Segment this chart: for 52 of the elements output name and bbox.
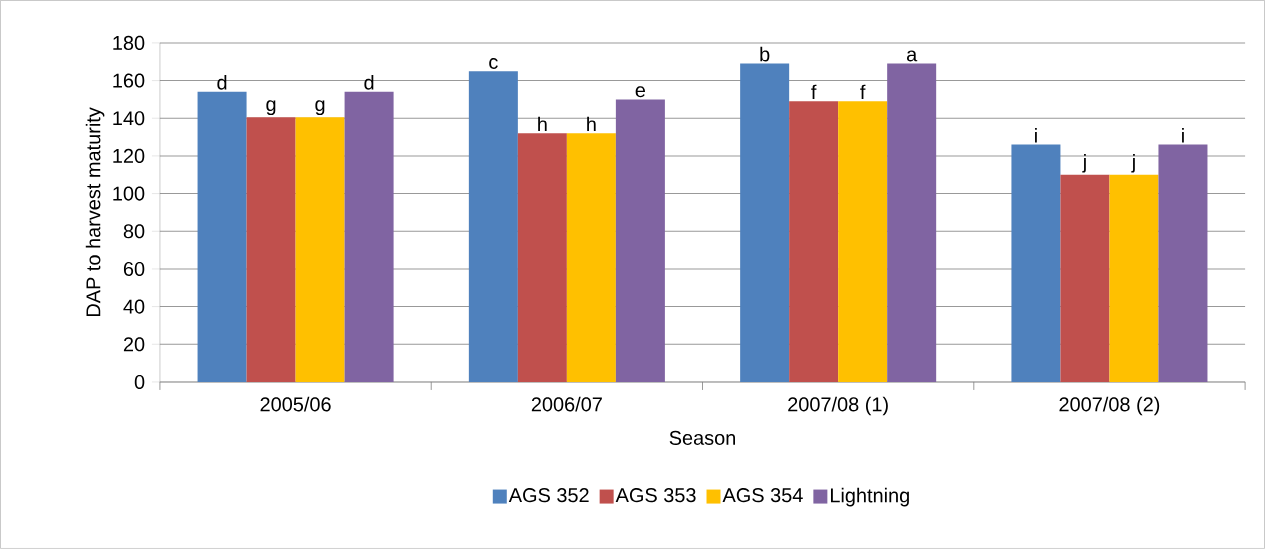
y-tick-label: 20 xyxy=(123,337,145,352)
y-tick-label: 140 xyxy=(113,111,145,126)
bar xyxy=(789,101,839,383)
y-tick-label: 160 xyxy=(113,73,145,88)
bar xyxy=(1060,174,1110,383)
x-axis-title: Season xyxy=(669,430,735,446)
bar xyxy=(517,133,567,383)
data-label: g xyxy=(266,100,276,116)
data-label: h xyxy=(538,116,547,132)
data-label: i xyxy=(1182,128,1184,143)
data-label: h xyxy=(587,116,596,132)
bar xyxy=(197,91,247,383)
y-tick-label: 40 xyxy=(123,299,145,314)
data-label: c xyxy=(489,58,498,69)
bar xyxy=(1158,144,1208,383)
bar xyxy=(740,63,790,383)
bar xyxy=(295,117,345,383)
data-label: d xyxy=(364,75,374,90)
bar xyxy=(468,71,518,383)
bar xyxy=(1011,144,1061,383)
data-label: f xyxy=(860,84,866,100)
bar xyxy=(566,133,616,383)
legend-label: AGS 354 xyxy=(722,488,803,503)
data-label: i xyxy=(1035,128,1037,143)
data-label: b xyxy=(760,46,770,62)
data-label: d xyxy=(217,75,227,90)
y-tick-label: 80 xyxy=(123,224,145,239)
x-tick-label: 2007/08 (2) xyxy=(1059,396,1160,416)
y-tick-label: 60 xyxy=(123,261,145,277)
legend-label: Lightning xyxy=(831,487,909,507)
bar xyxy=(615,99,665,383)
legend-label: AGS 352 xyxy=(508,488,589,503)
bar xyxy=(246,117,296,383)
data-label: e xyxy=(635,86,646,98)
x-tick-label: 2005/06 xyxy=(260,396,331,412)
data-label: j xyxy=(1082,154,1086,173)
x-tick-label: 2007/08 (1) xyxy=(788,396,888,416)
bar xyxy=(1109,174,1159,383)
data-label: a xyxy=(906,50,918,62)
x-tick-label: 2006/07 xyxy=(531,396,602,412)
y-tick-label: 100 xyxy=(113,186,145,201)
data-label: j xyxy=(1131,154,1135,173)
y-axis-title: DAP to harvest maturity xyxy=(85,107,105,317)
bar xyxy=(344,91,394,383)
y-tick-label: 120 xyxy=(113,148,145,164)
data-label: g xyxy=(315,100,325,116)
y-tick-label: 180 xyxy=(113,35,145,50)
data-label: f xyxy=(811,84,817,100)
bar xyxy=(887,63,937,383)
legend-label: AGS 353 xyxy=(615,488,696,503)
bar xyxy=(838,101,888,383)
y-tick-label: 0 xyxy=(134,374,145,390)
